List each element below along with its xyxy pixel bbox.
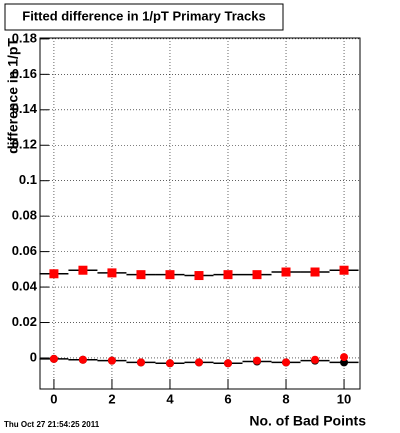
- y-tick-label: 0.08: [12, 208, 37, 223]
- square-marker: [194, 271, 204, 281]
- y-tick-label: 0.02: [12, 314, 37, 329]
- square-marker: [49, 269, 59, 279]
- x-tick-label: 6: [224, 391, 231, 406]
- y-tick-label: 0.06: [12, 243, 37, 258]
- square-marker: [107, 268, 117, 278]
- title-box: [4, 3, 284, 31]
- square-marker: [223, 270, 233, 280]
- circle-marker: [223, 359, 232, 368]
- circle-marker: [340, 353, 349, 362]
- circle-marker: [194, 358, 203, 367]
- x-tick-label: 10: [337, 391, 351, 406]
- y-tick-label: 0.14: [12, 101, 38, 116]
- circle-marker: [78, 355, 87, 364]
- circle-marker: [49, 354, 58, 363]
- y-tick-label: 0.04: [12, 279, 38, 294]
- y-tick-label: 0.12: [12, 137, 37, 152]
- circle-marker: [253, 356, 262, 365]
- y-tick-label: 0.16: [12, 66, 37, 81]
- chart-title: Fitted difference in 1/pT Primary Tracks: [22, 8, 265, 23]
- y-axis-label: difference in 1/pT: [5, 38, 21, 154]
- y-tick-label: 0.18: [12, 30, 37, 45]
- circle-marker: [282, 358, 291, 367]
- y-tick-label: 0.1: [19, 172, 37, 187]
- timestamp: Thu Oct 27 21:54:25 2011: [4, 420, 100, 429]
- square-marker: [136, 270, 146, 280]
- circle-marker: [165, 359, 174, 368]
- square-marker: [252, 270, 262, 280]
- square-marker: [339, 265, 349, 275]
- circle-marker: [107, 356, 116, 365]
- square-marker: [281, 267, 291, 277]
- circle-marker: [311, 355, 320, 364]
- square-marker: [78, 265, 88, 275]
- x-tick-label: 0: [50, 391, 57, 406]
- x-tick-label: 8: [282, 391, 289, 406]
- plot-frame: [39, 37, 361, 390]
- square-marker: [310, 267, 320, 277]
- x-tick-label: 2: [108, 391, 115, 406]
- square-marker: [165, 270, 175, 280]
- circle-marker: [136, 358, 145, 367]
- x-axis-label: No. of Bad Points: [249, 413, 366, 429]
- x-tick-label: 4: [166, 391, 174, 406]
- y-tick-label: 0: [30, 349, 37, 364]
